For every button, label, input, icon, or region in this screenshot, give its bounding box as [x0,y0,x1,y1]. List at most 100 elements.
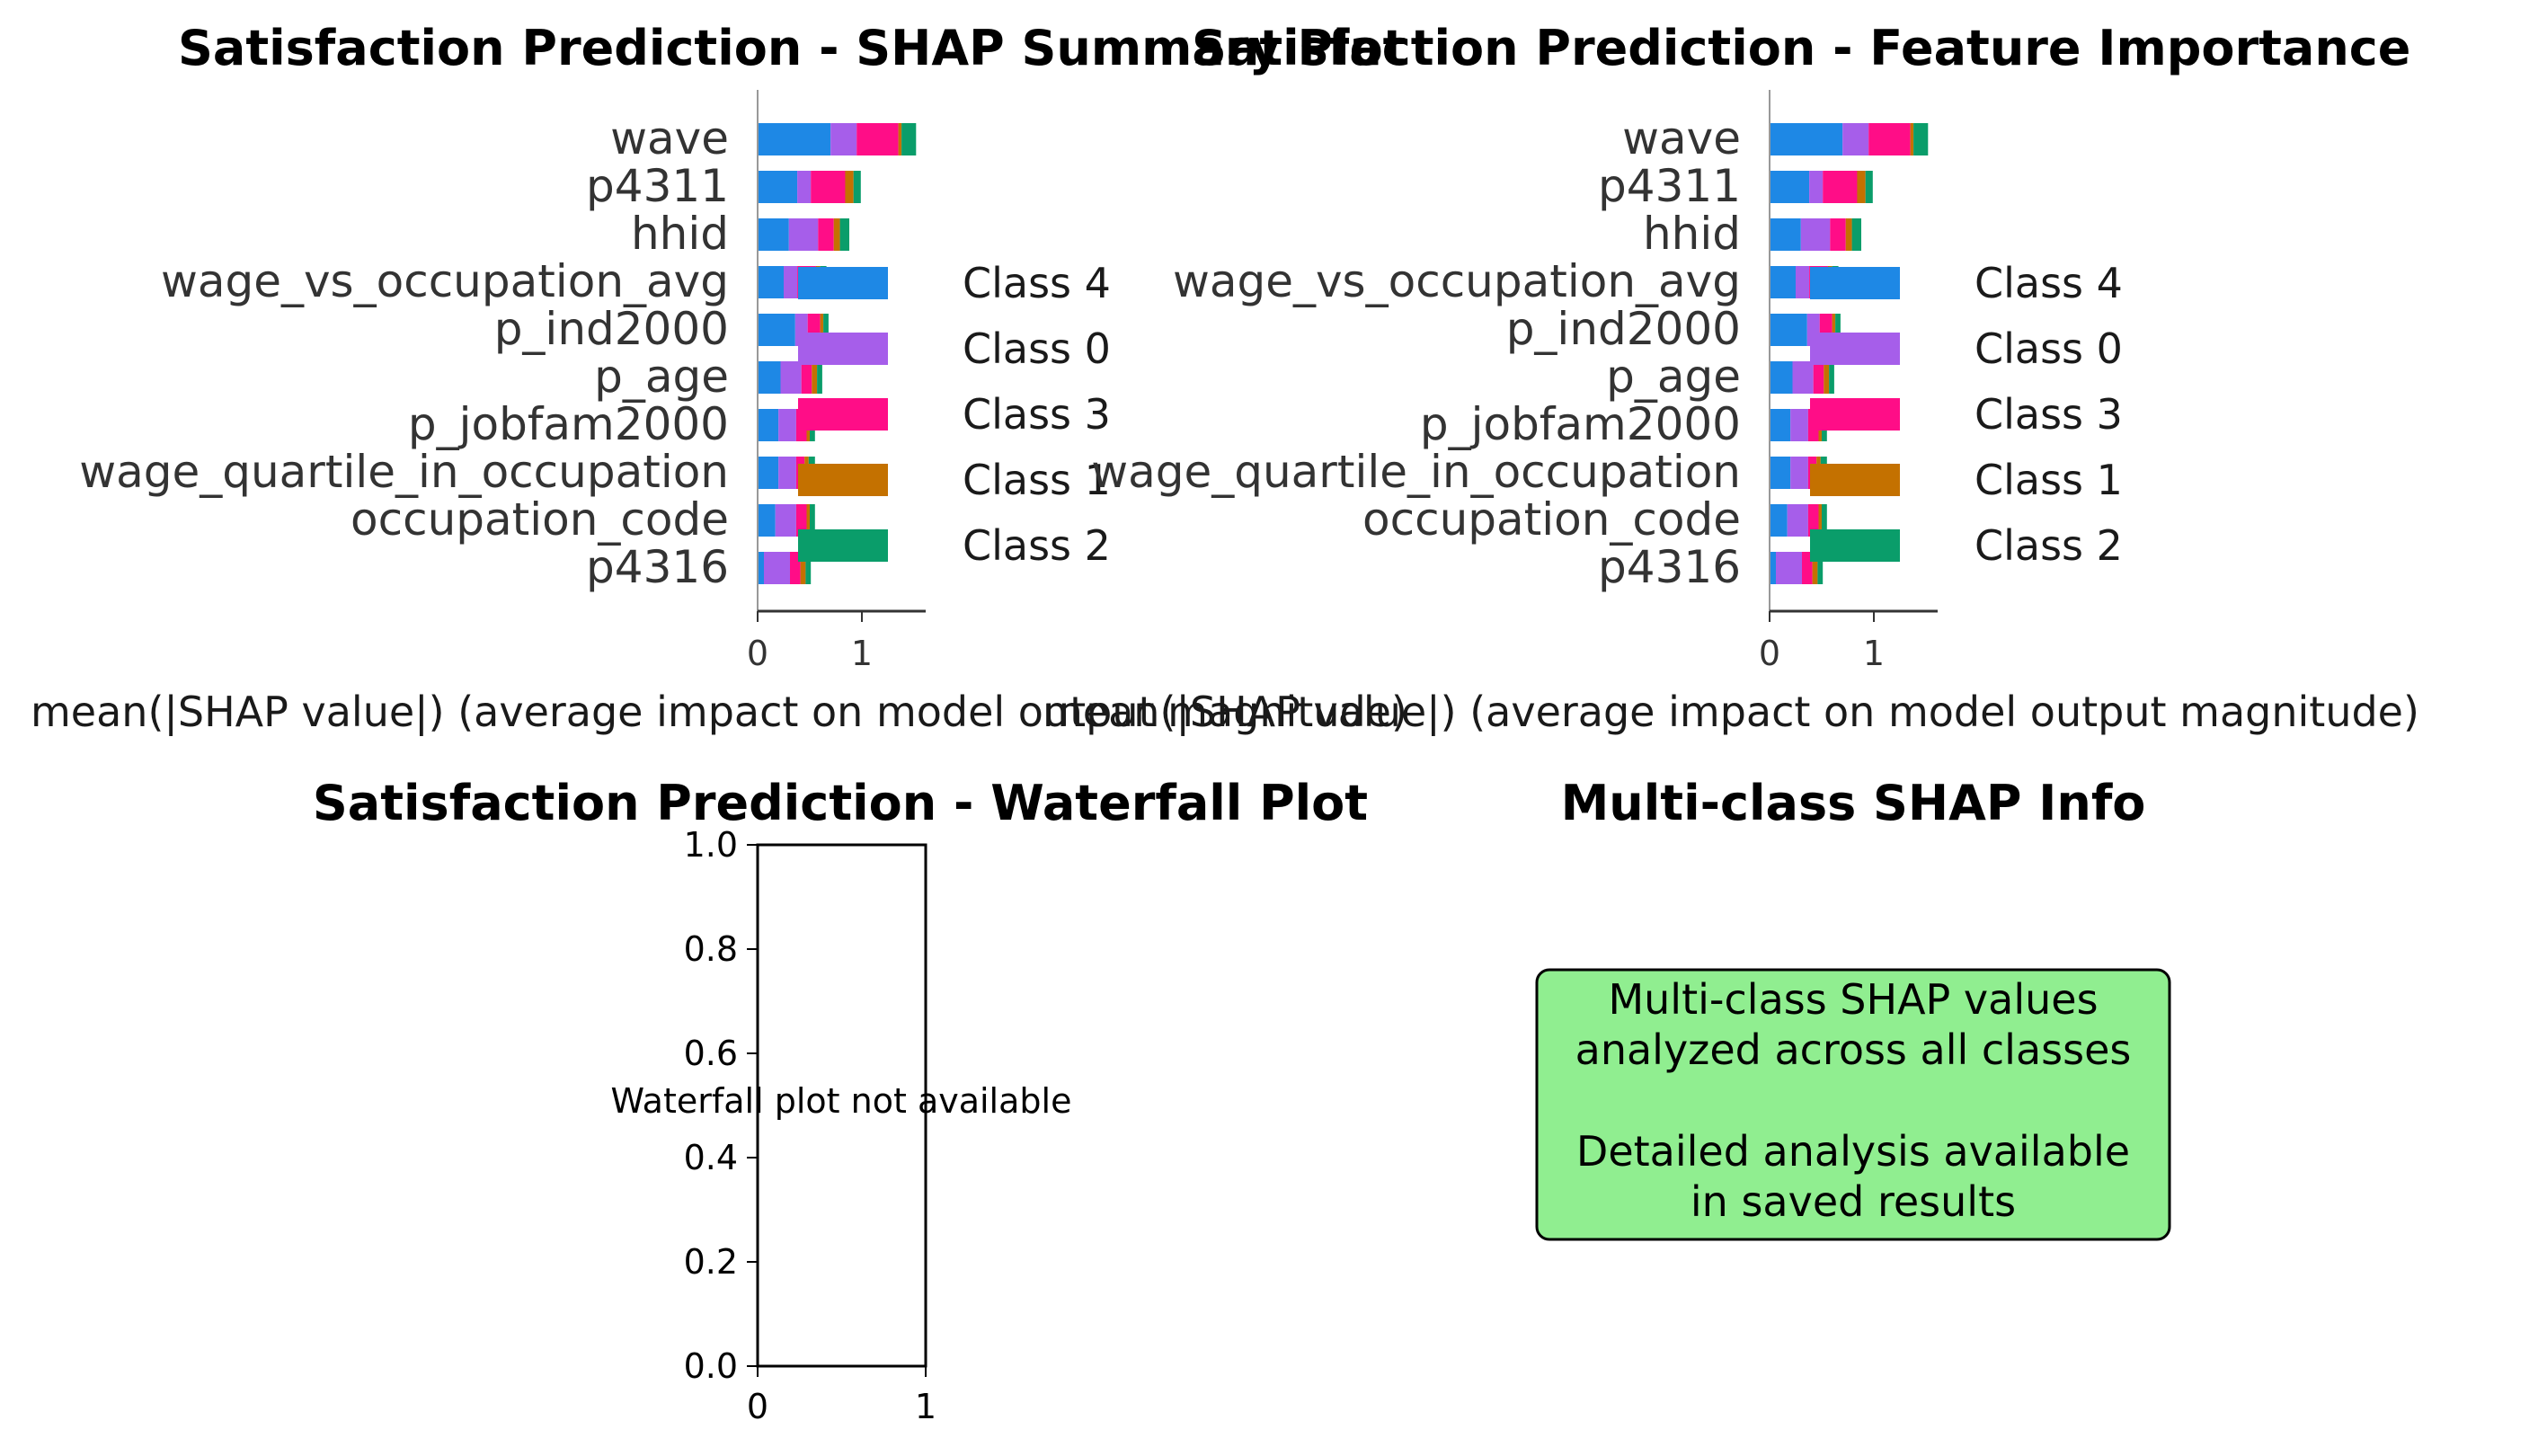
p2-bar-p-ind2000-class-4 [1770,314,1807,346]
p2-bar-p4316-class-3 [1802,552,1813,584]
p1-bar-p4316-class-4 [758,552,764,584]
p1-bar-p4311-class-1 [845,171,854,203]
p1-feature-label-wage-quartile-in-occupation: wage_quartile_in_occupation [79,446,729,498]
p1-legend-swatch-class-2 [798,529,888,562]
p1-bar-p-age-class-0 [780,361,802,394]
p1-bar-p-ind2000-class-2 [823,314,829,346]
p1-bar-hhid-class-1 [833,218,840,251]
p1-legend-label-class-4: Class 4 [963,259,1111,307]
p2-bar-wave-class-1 [1910,123,1914,155]
p1-bar-hhid-class-3 [818,218,834,251]
p4-info-box [1535,968,2171,1241]
p2-bar-occupation-code-class-3 [1807,504,1819,537]
p1-bar-p4311-class-3 [811,171,846,203]
p2-bar-p4311-class-0 [1809,171,1824,203]
p2-bar-p4316-class-0 [1776,552,1802,584]
p2-bar-p-age-class-1 [1824,361,1830,394]
p1-bar-p4316-class-3 [790,552,801,584]
p3-y-tick-label-5: 1.0 [684,825,738,865]
p2-legend-label-class-2: Class 2 [1974,521,2123,570]
p2-feature-label-p-jobfam2000: p_jobfam2000 [1420,398,1741,450]
p1-bar-occupation-code-class-4 [758,504,776,537]
p2-x-tick-label-1: 1 [1863,634,1885,673]
p2-bar-p4316-class-1 [1812,552,1818,584]
p1-bar-occupation-code-class-1 [806,504,810,537]
p2-bar-p-ind2000-class-1 [1832,314,1836,346]
p1-bar-wage-vs-occupation-avg-class-4 [758,266,784,298]
p1-x-tick-label-1: 1 [851,634,873,673]
p1-legend-label-class-3: Class 3 [963,390,1111,439]
p2-bar-wave-class-2 [1913,123,1929,155]
p2-bar-p-age-class-3 [1813,361,1824,394]
p1-bar-occupation-code-class-2 [810,504,815,537]
p3-axes-frame [756,843,927,1368]
p2-legend-swatch-class-1 [1810,464,1900,496]
p1-bar-occupation-code-class-0 [775,504,796,537]
p2-bar-p-jobfam2000-class-4 [1770,409,1791,441]
p2-legend-label-class-3: Class 3 [1974,390,2123,439]
p2-bar-wave-class-4 [1770,123,1843,155]
p3-y-ticks: 0.0 0.2 0.4 0.6 0.8 1.0 [684,825,758,1386]
p1-bar-wage-quartile-in-occupation-class-4 [758,457,779,489]
p2-bar-wage-vs-occupation-avg-class-4 [1770,266,1796,298]
p1-bar-wage-vs-occupation-avg-class-0 [784,266,798,298]
p2-bar-hhid-class-4 [1770,218,1801,251]
p1-bar-wave-class-4 [758,123,831,155]
p1-legend: Class 4 Class 0 Class 3 Class 1 Class 2 [798,259,1111,570]
p1-feature-label-wave: wave [610,112,729,164]
p2-bar-wage-quartile-in-occupation-class-0 [1790,457,1808,489]
p2-bar-wage-vs-occupation-avg-class-0 [1796,266,1810,298]
p2-bar-wave-class-3 [1868,123,1911,155]
p2-feature-label-occupation-code: occupation_code [1362,493,1741,546]
p2-feature-label-p4311: p4311 [1598,160,1741,212]
p1-bar-p-ind2000-class-1 [820,314,824,346]
multiclass-info-panel: Multi-class SHAP Info Multi-class SHAP v… [1535,775,2171,1241]
p2-x-tick-label-0: 0 [1759,634,1780,673]
p1-bar-p-age-class-4 [758,361,781,394]
p2-legend-label-class-4: Class 4 [1974,259,2123,307]
p1-bar-wage-quartile-in-occupation-class-0 [778,457,796,489]
p1-x-axis-label: mean(|SHAP value|) (average impact on mo… [31,688,1407,737]
p1-feature-label-p-age: p_age [594,351,729,403]
p2-bar-hhid-class-2 [1851,218,1861,251]
p4-info-line-1: Multi-class SHAP values [1608,975,2098,1024]
p1-legend-swatch-class-3 [798,398,888,431]
p3-y-tick-label-0: 0.0 [684,1346,738,1386]
p2-feature-label-p-age: p_age [1606,351,1741,403]
p1-bar-hhid-class-0 [788,218,819,251]
p2-bar-occupation-code-class-4 [1770,504,1788,537]
p1-feature-label-wage-vs-occupation-avg: wage_vs_occupation_avg [161,255,729,307]
p2-bar-wave-class-0 [1842,123,1869,155]
p3-y-tick-label-1: 0.2 [684,1242,738,1282]
p1-bar-p4316-class-0 [764,552,790,584]
p1-legend-swatch-class-4 [798,267,888,299]
p2-legend: Class 4 Class 0 Class 3 Class 1 Class 2 [1810,259,2123,570]
p2-bar-p4316-class-2 [1817,552,1824,584]
p2-feature-label-wage-vs-occupation-avg: wage_vs_occupation_avg [1173,255,1741,307]
p1-bar-p4311-class-2 [853,171,861,203]
p3-y-tick-label-2: 0.4 [684,1138,738,1177]
p2-legend-label-class-0: Class 0 [1974,324,2123,373]
p1-bar-hhid-class-2 [839,218,849,251]
p3-x-tick-label-0: 0 [747,1387,768,1426]
p1-feature-label-p-ind2000: p_ind2000 [494,303,729,355]
p3-unavailable-message: Waterfall plot not available [611,1081,1072,1121]
p2-bar-occupation-code-class-0 [1787,504,1808,537]
p1-legend-swatch-class-0 [798,333,888,365]
p1-feature-label-hhid: hhid [631,208,729,260]
p1-bar-p4316-class-2 [805,552,812,584]
p1-feature-labels: wavep4311hhidwage_vs_occupation_avgp_ind… [79,112,729,593]
p2-feature-label-wage-quartile-in-occupation: wage_quartile_in_occupation [1091,446,1741,498]
p3-y-tick-label-4: 0.8 [684,929,738,969]
p1-bar-p-ind2000-class-4 [758,314,795,346]
p2-feature-label-p4316: p4316 [1598,541,1741,593]
p2-bar-hhid-class-1 [1845,218,1852,251]
p1-bar-p4311-class-0 [797,171,812,203]
p4-title: Multi-class SHAP Info [1561,775,2146,831]
p2-feature-label-p-ind2000: p_ind2000 [1506,303,1741,355]
p3-title: Satisfaction Prediction - Waterfall Plot [313,775,1368,831]
p1-legend-label-class-2: Class 2 [963,521,1111,570]
p2-bar-hhid-class-0 [1800,218,1831,251]
p2-bar-p4311-class-3 [1823,171,1858,203]
p2-bar-hhid-class-3 [1830,218,1846,251]
